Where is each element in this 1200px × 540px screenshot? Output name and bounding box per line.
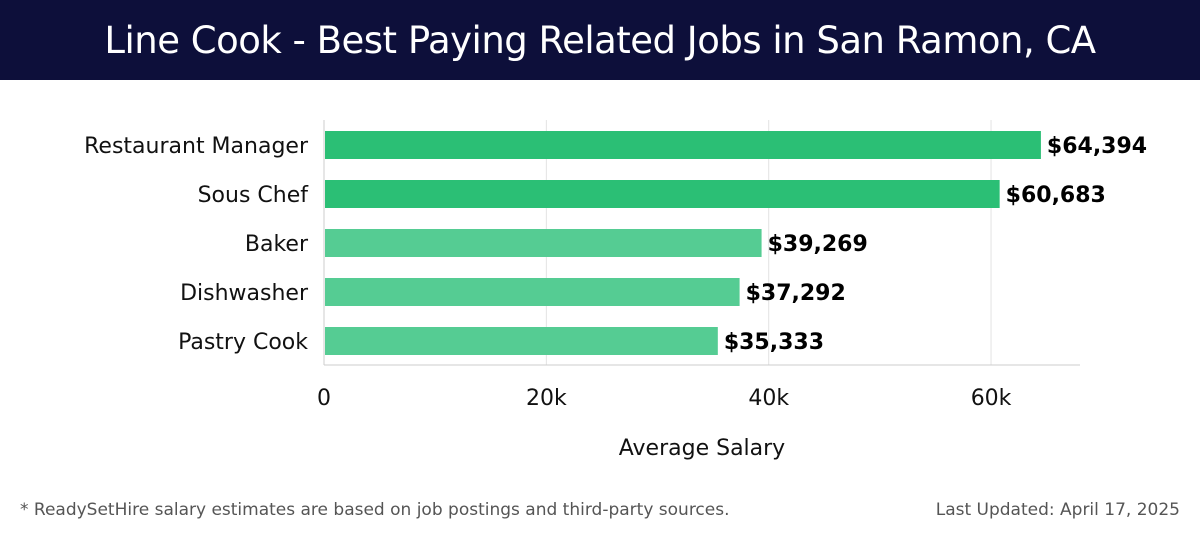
last-updated: Last Updated: April 17, 2025: [935, 500, 1180, 520]
category-labels: Restaurant Manager Sous Chef Baker Dishwash…: [84, 134, 309, 355]
value-labels: $64,394 $60,683 $39,269 $37,292 $35,333: [724, 134, 1147, 355]
bar: [325, 180, 1000, 208]
x-tick-labels: 0 20k 40k 60k: [317, 386, 1012, 411]
x-tick-label: 60k: [971, 386, 1012, 411]
category-label: Baker: [245, 232, 309, 257]
x-tick-label: 40k: [748, 386, 789, 411]
bar: [325, 327, 718, 355]
chart-header: Line Cook - Best Paying Related Jobs in …: [0, 0, 1200, 80]
bar: [325, 229, 762, 257]
salary-bar-chart: Restaurant Manager Sous Chef Baker Dishwash…: [84, 120, 1147, 461]
bar: [325, 131, 1041, 159]
value-label: $64,394: [1047, 134, 1147, 159]
x-tick-label: 0: [317, 386, 331, 411]
chart-title: Line Cook - Best Paying Related Jobs in …: [104, 18, 1096, 62]
category-label: Restaurant Manager: [84, 134, 309, 159]
category-label: Pastry Cook: [178, 330, 308, 355]
value-label: $37,292: [746, 281, 846, 306]
x-axis-title: Average Salary: [619, 436, 785, 461]
value-label: $60,683: [1006, 183, 1106, 208]
x-tick-label: 20k: [526, 386, 567, 411]
footnote: * ReadySetHire salary estimates are base…: [20, 500, 730, 520]
bar: [325, 278, 740, 306]
bars: [325, 131, 1041, 355]
value-label: $39,269: [768, 232, 868, 257]
category-label: Dishwasher: [180, 281, 309, 306]
value-label: $35,333: [724, 330, 824, 355]
category-label: Sous Chef: [198, 183, 310, 208]
